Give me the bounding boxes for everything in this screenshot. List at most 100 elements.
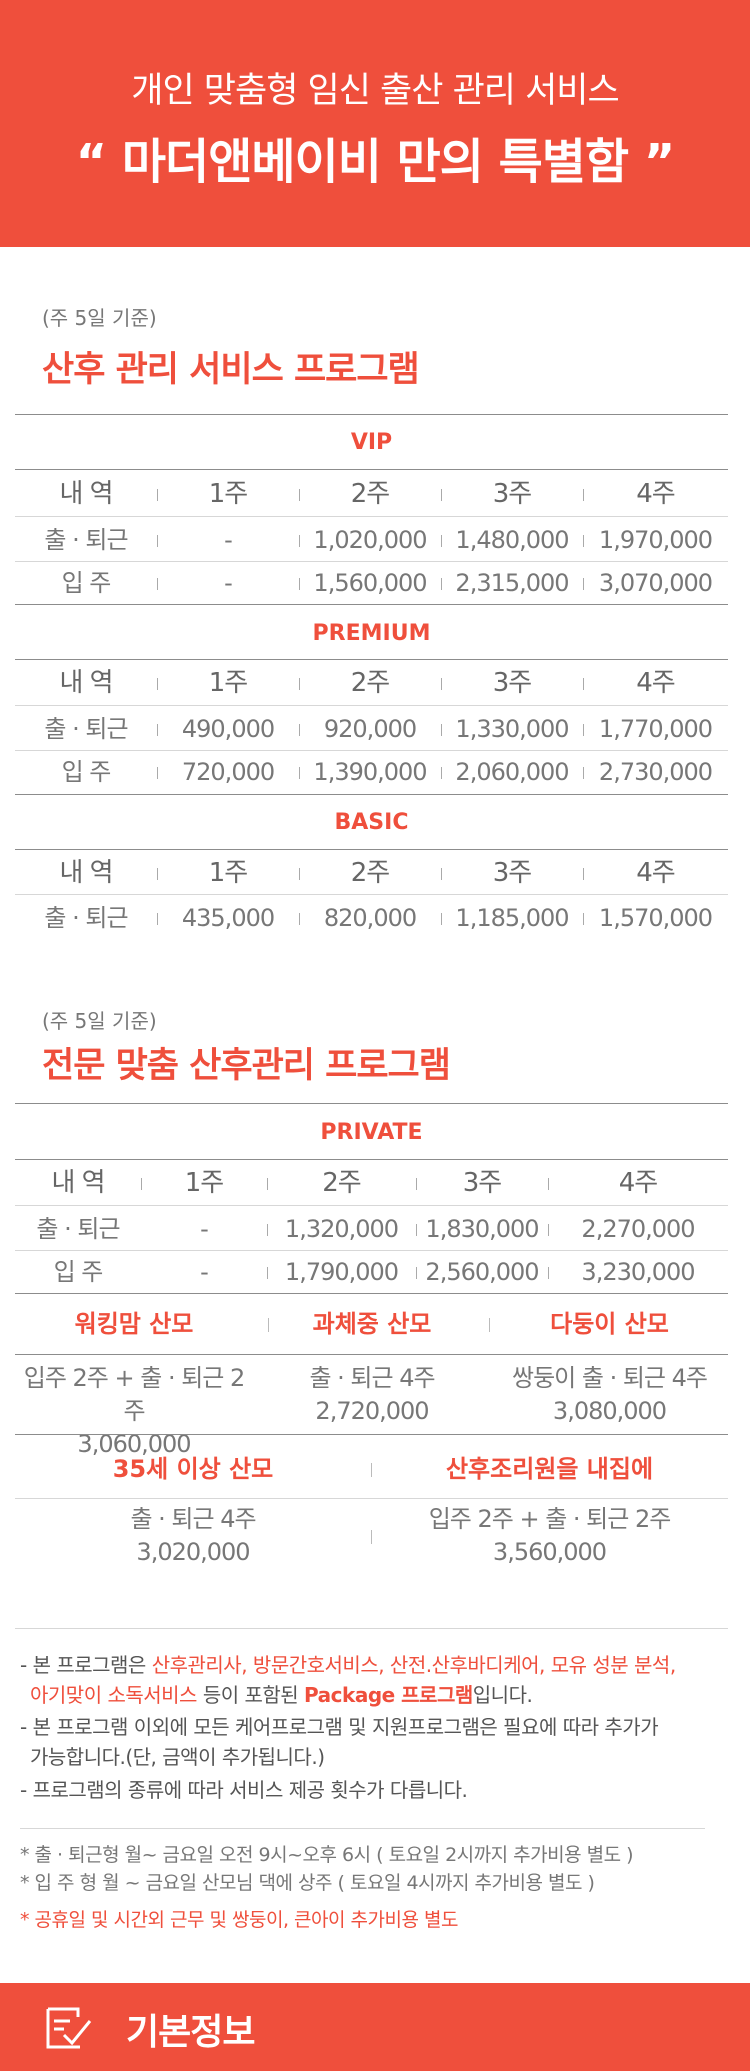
note-text: - 본 프로그램은 [20,1653,152,1677]
header-cell: 내 역 [59,668,113,698]
divider [15,1159,728,1160]
header-cell: 3주 [441,851,583,895]
header-cell: 2주 [299,472,441,516]
footer-banner: 기본정보 [0,1983,750,2071]
divider [268,1318,269,1332]
table-cell: 입 주 [53,1258,104,1286]
divider [15,1293,728,1294]
package-title: 워킹맘 산모 [74,1310,194,1338]
table-cell: 입 주 [61,758,112,786]
package-title: 35세 이상 산모 [112,1455,274,1483]
table-row: 입 주 - 1,560,000 2,315,000 3,070,000 [15,561,728,605]
package-detail: 출 · 퇴근 4주 2,720,000 [253,1362,491,1428]
divider [371,1463,372,1477]
header-cell: 3주 [441,472,583,516]
divider [15,1205,728,1206]
header-cell: 4주 [583,851,728,895]
table-cell: - [157,518,299,562]
table-cell: - [200,1215,209,1243]
package-title: 과체중 산모 [312,1310,432,1338]
table-cell: 490,000 [157,707,299,751]
table-row: 출 · 퇴근 - 1,320,000 1,830,000 2,270,000 [15,1207,728,1251]
package-overweight: 과체중 산모 [253,1307,491,1341]
divider [15,894,728,895]
header-cell: 1주 [157,472,299,516]
section1-note: (주 5일 기준) [42,306,157,330]
note-highlight: 아기맞이 소독서비스 [30,1683,197,1707]
table-cell: - [200,1258,209,1286]
table-cell: 720,000 [157,750,299,794]
table-cell: 2,730,000 [583,750,728,794]
table-header-row: 내 역 1주 2주 3주 4주 [15,851,728,895]
divider [15,604,728,605]
section2-note: (주 5일 기준) [42,1009,157,1033]
table-cell: 출 · 퇴근 [44,715,128,743]
table-cell: 1,790,000 [267,1250,416,1294]
table-cell: 1,390,000 [299,750,441,794]
table-cell: 2,060,000 [441,750,583,794]
header-cell: 1주 [157,661,299,705]
section2-title: 전문 맞춤 산후관리 프로그램 [42,1046,451,1086]
table-cell: 1,185,000 [441,896,583,940]
divider [15,1498,728,1499]
table-cell: 2,270,000 [548,1207,728,1251]
package-detail: 쌍둥이 출 · 퇴근 4주 3,080,000 [491,1362,728,1428]
divider [15,1354,728,1355]
table-cell: 출 · 퇴근 [44,526,128,554]
table-cell: 2,315,000 [441,561,583,605]
table-cell: 3,070,000 [583,561,728,605]
note-text: 입니다. [472,1683,533,1707]
divider [15,469,728,470]
divider [489,1318,490,1332]
header-cell: 내 역 [51,1168,105,1198]
note-highlight: Package 프로그램 [304,1683,473,1707]
table-cell: 1,330,000 [441,707,583,751]
package-title: 산후조리원을 내집에 [445,1455,654,1483]
table-header-row: 내 역 1주 2주 3주 4주 [15,1161,728,1205]
divider [15,1103,728,1104]
table-row: 출 · 퇴근 490,000 920,000 1,330,000 1,770,0… [15,707,728,751]
header-cell: 4주 [583,472,728,516]
package-detail: 출 · 퇴근 4주 3,020,000 [15,1503,371,1569]
tier-vip-label: VIP [350,430,393,455]
header-cell: 1주 [141,1161,267,1205]
header-cell: 내 역 [59,479,113,509]
header-cell: 3주 [416,1161,548,1205]
table-cell: 1,320,000 [267,1207,416,1251]
table-row: 출 · 퇴근 - 1,020,000 1,480,000 1,970,000 [15,518,728,562]
table-cell: 1,570,000 [583,896,728,940]
table-cell: 820,000 [299,896,441,940]
divider [15,516,728,517]
table-cell: 1,560,000 [299,561,441,605]
package-description: 출 · 퇴근 4주 [130,1505,256,1533]
divider [15,1434,728,1435]
divider [15,561,728,562]
table-cell: 2,560,000 [416,1250,548,1294]
table-cell: 435,000 [157,896,299,940]
divider [20,1828,705,1829]
divider [15,1628,728,1629]
tier-private-label: PRIVATE [320,1120,423,1145]
table-cell: 920,000 [299,707,441,751]
divider [15,849,728,850]
package-title: 다둥이 산모 [550,1310,669,1338]
note-line: - 프로그램의 종류에 따라 서비스 제공 횟수가 다릅니다. [20,1778,468,1802]
notes-block: - 본 프로그램은 산후관리사, 방문간호서비스, 산전.산후바디케어, 모유 … [20,1650,730,1950]
document-check-icon [46,2007,92,2049]
header-cell: 4주 [583,661,728,705]
hero-subtitle: 개인 맞춤형 임신 출산 관리 서비스 [131,71,619,111]
package-over-35: 35세 이상 산모 [15,1452,371,1486]
table-cell: 출 · 퇴근 [44,904,128,932]
table-cell: - [157,561,299,605]
table-cell: 1,770,000 [583,707,728,751]
extra-cost-note: * 공휴일 및 시간외 근무 및 쌍둥이, 큰아이 추가비용 별도 [20,1909,458,1931]
tier-basic-label: BASIC [334,810,409,835]
package-description: 쌍둥이 출 · 퇴근 4주 [512,1364,708,1392]
hero-title: “ 마더앤베이비 만의 특별함 ” [75,134,676,190]
note-line: 가능합니다.(단, 금액이 추가됩니다.) [30,1745,325,1769]
table-header-row: 내 역 1주 2주 3주 4주 [15,472,728,516]
divider [15,659,728,660]
package-price: 3,080,000 [552,1397,667,1425]
schedule-note: * 출 · 퇴근형 월~ 금요일 오전 9시~오후 6시 ( 토요일 2시까지 … [20,1844,634,1866]
table-cell: 입 주 [61,569,112,597]
